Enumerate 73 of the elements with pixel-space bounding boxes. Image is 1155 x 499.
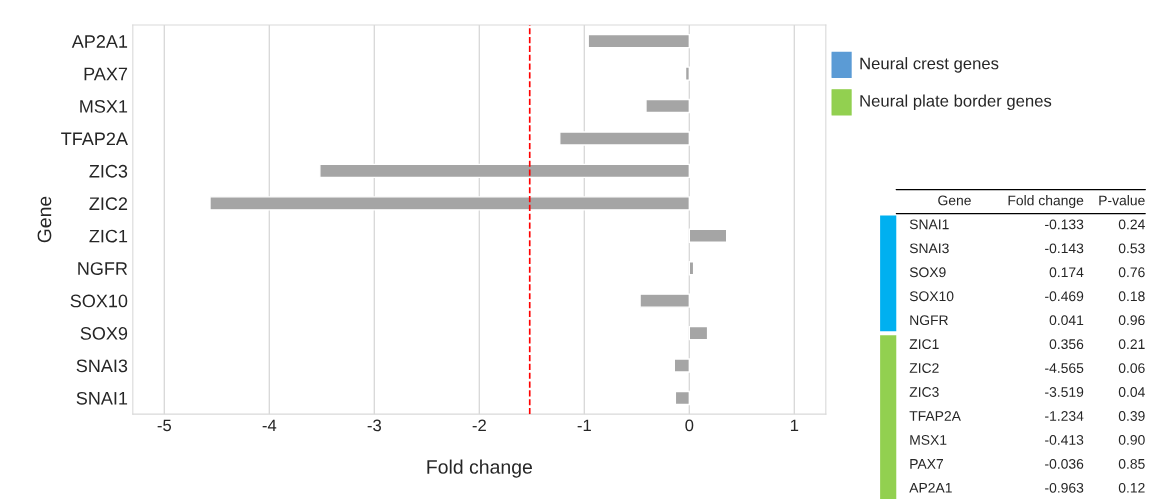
y-tick-label: ZIC2 <box>89 197 128 211</box>
bar <box>209 196 691 211</box>
category-label: SOX9 <box>909 267 946 278</box>
y-tick-label: SNAI1 <box>76 391 128 405</box>
text: -0.036 <box>1045 458 1084 469</box>
bar <box>559 131 691 146</box>
text: 0.39 <box>1118 411 1145 421</box>
x-tick-label: -3 <box>367 419 381 432</box>
y-tick-label: SNAI3 <box>76 359 128 373</box>
x-tick-label: -1 <box>577 419 591 432</box>
bar <box>688 228 728 243</box>
category-label: SNAI1 <box>909 219 949 230</box>
category-label: NGFR <box>910 315 948 326</box>
y-tick-label: SOX10 <box>70 294 128 308</box>
y-tick-label: AP2A1 <box>71 35 128 48</box>
y-tick-label: ZIC1 <box>89 229 128 243</box>
bar <box>639 293 691 308</box>
text: 0.18 <box>1118 291 1145 302</box>
y-tick-label: MSX1 <box>80 99 128 113</box>
category-label: ZIC3 <box>909 387 939 397</box>
x-tick-label: -2 <box>472 419 486 432</box>
y-tick-label: PAX7 <box>84 67 128 81</box>
category-label: AP2A1 <box>909 482 952 493</box>
x-tick-label: -4 <box>262 419 277 432</box>
text: 0.96 <box>1118 315 1145 326</box>
text: P-value <box>1099 195 1145 206</box>
text: 0.174 <box>1049 267 1084 278</box>
y-tick-label: NGFR <box>78 262 128 275</box>
x-tick-label: 0 <box>685 419 694 432</box>
text: 0.21 <box>1118 339 1145 350</box>
text: 0.041 <box>1049 315 1084 326</box>
text: -0.413 <box>1045 435 1084 445</box>
text: Fold change <box>1008 195 1084 209</box>
text: Gene <box>938 195 971 206</box>
bar <box>645 98 691 114</box>
text: 0.04 <box>1118 387 1145 397</box>
text: -3.519 <box>1045 387 1084 397</box>
text: 0.53 <box>1118 243 1145 254</box>
text: -0.133 <box>1045 219 1084 230</box>
text: 0.24 <box>1118 219 1145 230</box>
text: 0.12 <box>1118 482 1145 493</box>
text: -0.143 <box>1045 243 1084 254</box>
bar <box>319 163 691 179</box>
text: -1.234 <box>1045 411 1084 421</box>
legend-label: Neural crest genes <box>860 57 999 73</box>
y-tick-label: SOX9 <box>80 327 128 340</box>
category-label: ZIC1 <box>909 339 939 350</box>
legend-label: Neural plate border genes <box>860 94 1052 111</box>
bar <box>688 325 709 341</box>
category-label: ZIC2 <box>909 363 939 373</box>
y-tick-label: ZIC3 <box>89 164 128 178</box>
category-label: SNAI3 <box>909 243 949 254</box>
category-label: SOX10 <box>909 291 954 302</box>
bar <box>587 33 691 49</box>
category-label: TFAP2A <box>909 411 961 421</box>
text: 0.76 <box>1118 267 1145 278</box>
text: -0.963 <box>1045 482 1084 493</box>
text: -0.469 <box>1045 291 1084 302</box>
text: 0.06 <box>1118 363 1145 373</box>
bar <box>674 390 691 406</box>
x-tick-label: -5 <box>157 419 172 432</box>
text: 0.356 <box>1049 339 1084 350</box>
category-label: MSX1 <box>910 435 947 445</box>
text: 0.90 <box>1118 435 1145 445</box>
y-tick-label: TFAP2A <box>61 132 128 146</box>
category-label: PAX7 <box>910 459 944 469</box>
y-axis-title: Gene <box>37 196 52 243</box>
bar <box>673 358 691 373</box>
x-axis-title: Fold change <box>427 459 532 478</box>
text: -4.565 <box>1045 363 1084 373</box>
text: 0.85 <box>1118 458 1145 469</box>
x-tick-label: 1 <box>790 419 799 432</box>
bar <box>684 66 691 81</box>
